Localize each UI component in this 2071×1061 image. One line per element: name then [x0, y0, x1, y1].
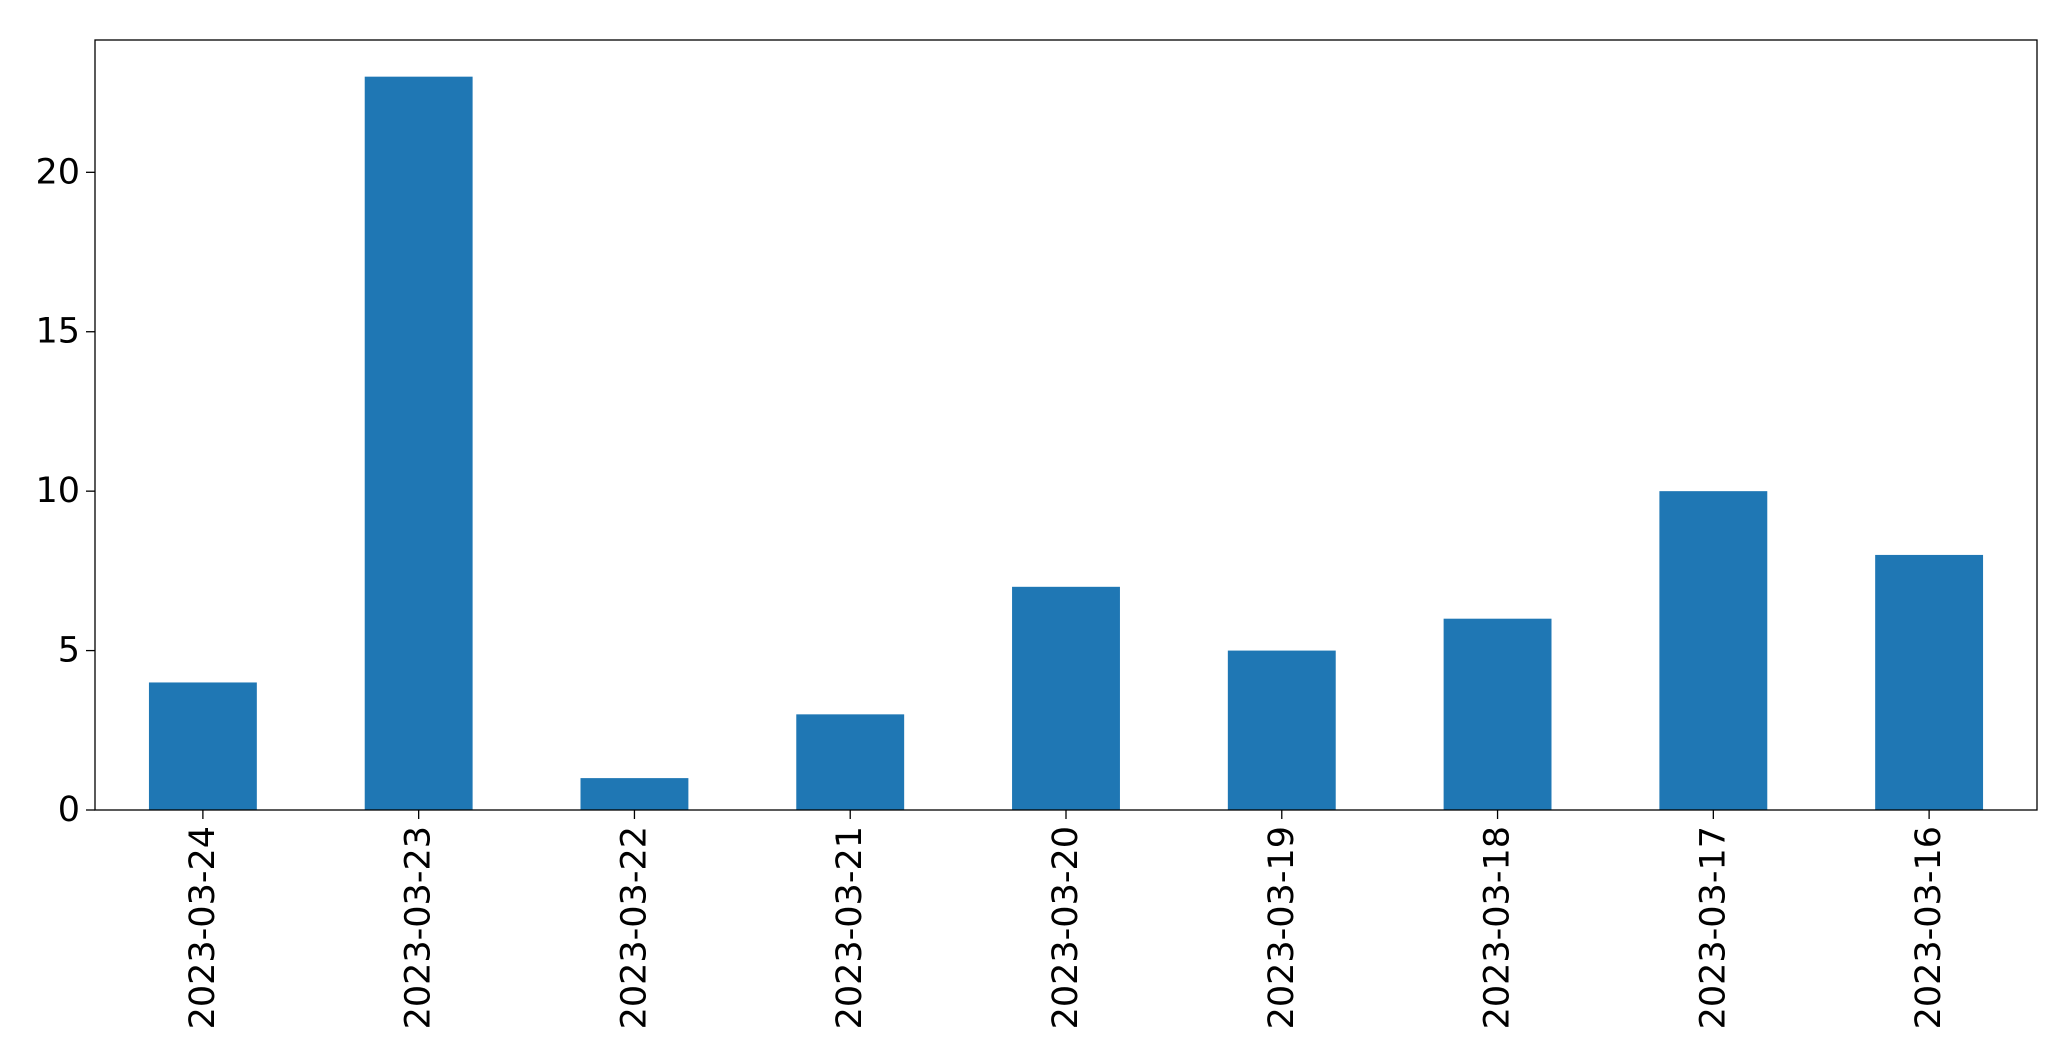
y-tick-label: 0: [58, 790, 80, 830]
bar-2023-03-24: [148, 682, 257, 810]
y-tick-label: 10: [35, 471, 80, 511]
x-tick-label: 2023-03-17: [1693, 826, 1733, 1029]
x-tick-label: 2023-03-18: [1478, 826, 1518, 1029]
x-tick-label: 2023-03-22: [614, 826, 654, 1029]
bar-2023-03-23: [364, 76, 473, 810]
y-tick-label: 15: [35, 312, 80, 352]
x-tick-label: 2023-03-24: [183, 826, 223, 1029]
y-axis-ticks: 0 5 10 15 20: [35, 152, 95, 830]
bar-2023-03-20: [1012, 586, 1120, 810]
x-tick-label: 2023-03-19: [1262, 826, 1302, 1029]
x-tick-label: 2023-03-20: [1046, 826, 1086, 1029]
bar-2023-03-17: [1659, 491, 1768, 810]
bar-2023-03-22: [580, 778, 689, 810]
x-tick-label: 2023-03-16: [1909, 826, 1949, 1029]
bar-2023-03-16: [1875, 554, 1984, 810]
bar-2023-03-18: [1443, 618, 1552, 810]
bar-2023-03-21: [796, 714, 905, 810]
x-tick-label: 2023-03-23: [399, 826, 439, 1029]
x-axis-ticks: 2023-03-24 2023-03-23 2023-03-22 2023-03-21…: [183, 810, 1949, 1029]
y-tick-label: 20: [35, 152, 80, 192]
x-tick-label: 2023-03-21: [830, 826, 870, 1029]
bars-group: [148, 76, 1984, 810]
y-tick-label: 5: [58, 631, 80, 671]
plot-area-frame: [94, 39, 2038, 811]
bar-2023-03-19: [1227, 650, 1336, 810]
